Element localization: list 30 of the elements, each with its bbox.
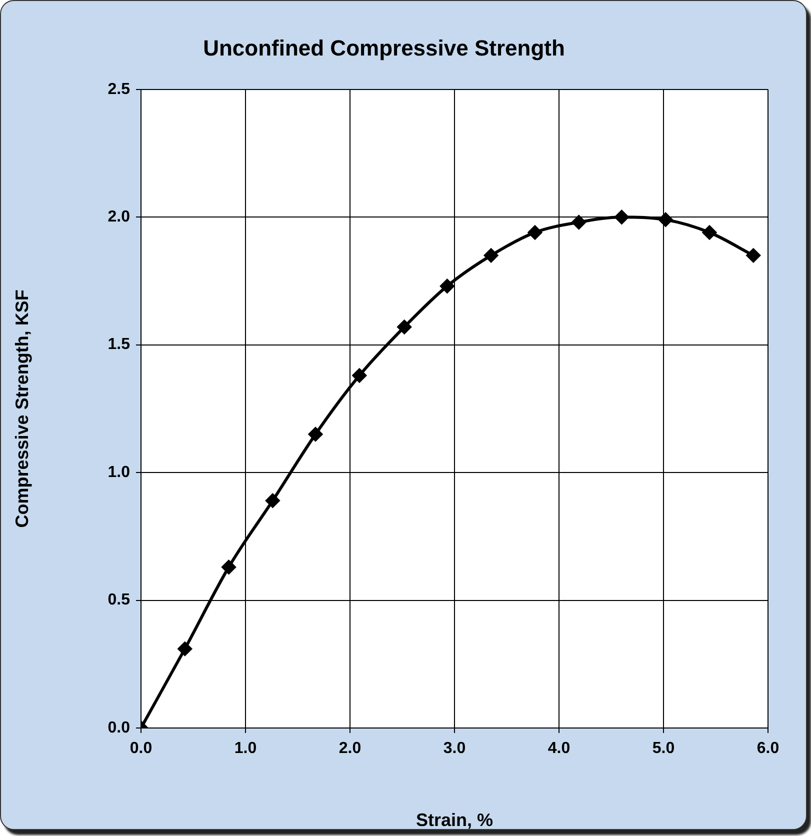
point <box>528 225 542 240</box>
point <box>658 212 673 227</box>
x-tick-label: 2.0 <box>338 740 362 758</box>
y-tick-label: 1.0 <box>108 464 130 481</box>
x-axis-title: Strain, % <box>416 810 494 830</box>
point <box>222 560 236 574</box>
chart-title: Unconfined Compressive Strength <box>203 35 565 60</box>
x-tick-label: 5.0 <box>652 740 675 758</box>
point <box>702 225 716 240</box>
point <box>614 210 629 224</box>
y-tick-label: 2.5 <box>108 80 130 98</box>
point <box>352 368 366 382</box>
y-tick-label: 0.5 <box>108 592 130 609</box>
point <box>572 215 586 230</box>
y-tick-label: 0.0 <box>108 719 130 736</box>
point <box>397 320 412 334</box>
point <box>178 642 192 656</box>
y-tick-label: 1.5 <box>108 336 130 354</box>
point <box>746 248 760 262</box>
point <box>440 279 454 294</box>
x-tick-label: 3.0 <box>443 740 466 758</box>
x-tick-label: 4.0 <box>548 740 570 758</box>
x-tick-label: 6.0 <box>756 740 780 758</box>
point <box>308 427 323 442</box>
point <box>266 494 280 508</box>
point <box>484 248 498 262</box>
x-tick-label: 1.0 <box>234 740 257 758</box>
y-tick-label: 2.0 <box>108 208 130 226</box>
y-axis-title: Compressive Strength, KSF <box>12 290 32 528</box>
x-tick-label: 0.0 <box>130 740 152 758</box>
